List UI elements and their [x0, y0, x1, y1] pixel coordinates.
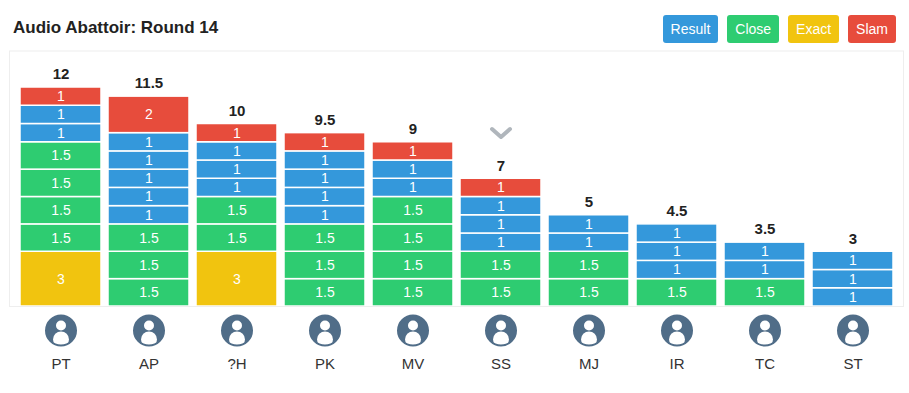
- svg-text:MV: MV: [402, 355, 425, 372]
- svg-text:1.5: 1.5: [667, 284, 687, 300]
- svg-text:1: 1: [57, 106, 65, 122]
- svg-text:1.5: 1.5: [579, 284, 599, 300]
- svg-text:7: 7: [497, 157, 505, 174]
- svg-text:PK: PK: [315, 355, 335, 372]
- svg-text:1: 1: [849, 289, 857, 305]
- svg-text:1.5: 1.5: [403, 230, 423, 246]
- svg-text:1: 1: [585, 234, 593, 250]
- svg-text:9.5: 9.5: [315, 111, 336, 128]
- svg-text:IR: IR: [670, 355, 685, 372]
- svg-text:1.5: 1.5: [227, 230, 247, 246]
- svg-text:1.5: 1.5: [51, 147, 71, 163]
- svg-text:1.5: 1.5: [227, 202, 247, 218]
- svg-text:1: 1: [321, 170, 329, 186]
- svg-text:1.5: 1.5: [139, 284, 159, 300]
- svg-text:3.5: 3.5: [755, 220, 776, 237]
- svg-text:1: 1: [321, 152, 329, 168]
- svg-text:SS: SS: [491, 355, 511, 372]
- svg-text:1.5: 1.5: [315, 230, 335, 246]
- svg-text:PT: PT: [51, 355, 70, 372]
- html-text:Audio Abattoir: Round 14: Audio Abattoir: Round 14: [13, 18, 219, 37]
- svg-text:1: 1: [233, 161, 241, 177]
- svg-text:MJ: MJ: [579, 355, 599, 372]
- svg-text:1.5: 1.5: [139, 257, 159, 273]
- html-text:Slam: Slam: [856, 21, 888, 37]
- svg-text:1: 1: [497, 179, 505, 195]
- svg-text:1.5: 1.5: [755, 284, 775, 300]
- svg-text:1: 1: [761, 243, 769, 259]
- svg-text:1: 1: [145, 188, 153, 204]
- html-text:Close: Close: [735, 21, 772, 37]
- svg-text:1: 1: [321, 207, 329, 223]
- svg-text:1: 1: [233, 179, 241, 195]
- svg-text:ST: ST: [843, 355, 862, 372]
- html-text:Result: Result: [670, 21, 711, 37]
- svg-text:1: 1: [145, 207, 153, 223]
- svg-text:1.5: 1.5: [579, 257, 599, 273]
- svg-text:1: 1: [145, 134, 153, 150]
- svg-text:TC: TC: [755, 355, 775, 372]
- svg-text:?H: ?H: [227, 355, 246, 372]
- svg-text:1.5: 1.5: [403, 202, 423, 218]
- svg-text:1: 1: [585, 216, 593, 232]
- svg-text:1: 1: [409, 161, 417, 177]
- svg-text:1.5: 1.5: [403, 257, 423, 273]
- svg-text:1: 1: [497, 234, 505, 250]
- svg-text:1: 1: [761, 261, 769, 277]
- svg-text:1: 1: [409, 179, 417, 195]
- svg-text:1: 1: [849, 271, 857, 287]
- svg-text:12: 12: [53, 65, 70, 82]
- svg-text:1: 1: [321, 134, 329, 150]
- svg-text:1.5: 1.5: [491, 284, 511, 300]
- svg-text:1: 1: [409, 143, 417, 159]
- svg-text:9: 9: [409, 120, 417, 137]
- svg-text:1: 1: [233, 143, 241, 159]
- svg-text:4.5: 4.5: [667, 202, 688, 219]
- svg-text:1.5: 1.5: [315, 257, 335, 273]
- svg-text:11.5: 11.5: [135, 74, 163, 91]
- svg-text:3: 3: [849, 230, 857, 247]
- svg-text:1.5: 1.5: [139, 230, 159, 246]
- svg-text:1: 1: [849, 252, 857, 268]
- svg-text:AP: AP: [139, 355, 159, 372]
- svg-text:1.5: 1.5: [51, 202, 71, 218]
- svg-text:1.5: 1.5: [491, 257, 511, 273]
- svg-text:1: 1: [145, 170, 153, 186]
- svg-text:1: 1: [57, 125, 65, 141]
- svg-text:1: 1: [673, 225, 681, 241]
- svg-text:2: 2: [145, 106, 153, 122]
- svg-text:1: 1: [673, 261, 681, 277]
- svg-text:1: 1: [233, 125, 241, 141]
- svg-text:1.5: 1.5: [403, 284, 423, 300]
- svg-text:3: 3: [233, 271, 241, 287]
- svg-text:1.5: 1.5: [51, 230, 71, 246]
- svg-text:5: 5: [585, 193, 593, 210]
- svg-text:1: 1: [497, 216, 505, 232]
- svg-text:1: 1: [497, 198, 505, 214]
- svg-text:1: 1: [321, 188, 329, 204]
- svg-text:3: 3: [57, 271, 65, 287]
- svg-text:1: 1: [145, 152, 153, 168]
- html-text:Exact: Exact: [796, 21, 832, 37]
- svg-text:10: 10: [229, 102, 246, 119]
- svg-text:1: 1: [673, 243, 681, 259]
- svg-text:1.5: 1.5: [51, 175, 71, 191]
- svg-text:1.5: 1.5: [315, 284, 335, 300]
- svg-text:1: 1: [57, 88, 65, 104]
